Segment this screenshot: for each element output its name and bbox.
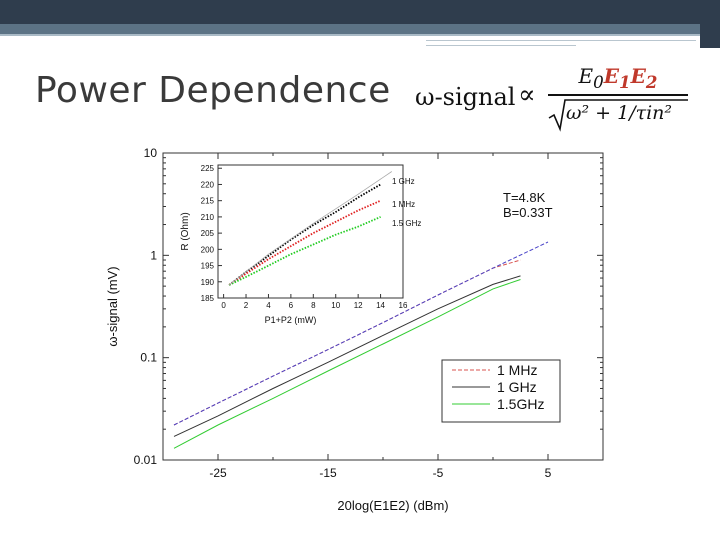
main-x-tick-label: -25 — [209, 466, 227, 480]
main-x-tick-label: -15 — [319, 466, 337, 480]
inset-y-axis-label: R (Ohm) — [180, 212, 191, 250]
inset-x-tick-label: 8 — [311, 301, 316, 310]
main-series-line-2 — [173, 279, 521, 449]
inset-x-tick-label: 0 — [221, 301, 226, 310]
inset-y-tick-label: 185 — [201, 294, 215, 303]
inset-x-tick-label: 6 — [289, 301, 294, 310]
main-x-tick-label: 5 — [545, 466, 552, 480]
top-decor-line — [0, 34, 720, 36]
main-y-tick-label: 10 — [144, 146, 158, 160]
inset-x-tick-label: 12 — [354, 301, 363, 310]
main-legend-label: 1.5GHz — [497, 396, 544, 412]
inset-y-tick-label: 225 — [201, 164, 215, 173]
corner-decor-block — [700, 0, 720, 48]
inset-y-tick-label: 190 — [201, 278, 215, 287]
inset-y-tick-label: 200 — [201, 245, 215, 254]
inset-series-label: 1.5 GHz — [392, 219, 421, 228]
numer-e2: E — [630, 64, 646, 88]
inset-y-tick-label: 215 — [201, 197, 215, 206]
formula-denominator: ω² + 1/τin² — [548, 98, 688, 132]
main-annotation-text: T=4.8K — [503, 190, 546, 205]
numer-e0: E — [578, 64, 594, 88]
inset-y-tick-label: 195 — [201, 262, 215, 271]
inset-y-tick-label: 205 — [201, 229, 215, 238]
inset-x-tick-label: 10 — [331, 301, 340, 310]
main-y-tick-label: 0.01 — [134, 453, 158, 467]
formula-lhs: ω-signal — [415, 83, 516, 111]
top-decor-band — [0, 0, 720, 24]
fraction-bar — [548, 94, 688, 96]
formula-proportional: ∝ — [518, 80, 536, 110]
inset-plot-frame — [217, 164, 404, 299]
formula-numerator: E0E1E2 — [548, 64, 688, 92]
inset-series-line-2 — [228, 216, 381, 286]
main-y-tick-label: 1 — [150, 248, 157, 262]
inset-series-label: 1 MHz — [392, 200, 415, 209]
inset-series-label: 1 GHz — [392, 177, 415, 186]
main-y-tick-label: 0.1 — [140, 351, 157, 365]
numer-e1-sub: 1 — [619, 72, 631, 92]
slide-title: Power Dependence — [35, 70, 391, 111]
inset-x-tick-label: 4 — [266, 301, 271, 310]
main-legend-label: 1 GHz — [497, 379, 537, 395]
numer-e2-sub: 2 — [645, 72, 658, 92]
inset-x-axis-label: P1+P2 (mW) — [265, 315, 317, 325]
inset-x-tick-label: 14 — [376, 301, 385, 310]
sqrt-sign-icon — [548, 99, 688, 132]
inset-y-tick-label: 220 — [201, 180, 215, 189]
main-x-axis-label: 20log(E1E2) (dBm) — [337, 498, 448, 513]
inset-x-tick-label: 2 — [244, 301, 249, 310]
inset-series-line-1 — [228, 199, 381, 286]
inset-y-tick-label: 210 — [201, 213, 215, 222]
formula-fraction: E0E1E2 ω² + 1/τin² — [548, 60, 688, 134]
main-x-tick-label: -5 — [433, 466, 444, 480]
main-series-line-1 — [173, 275, 521, 437]
inset-x-tick-label: 16 — [399, 301, 408, 310]
inset-series-line-3 — [228, 171, 393, 286]
main-series-line-3 — [173, 241, 549, 426]
accent-line-short — [426, 45, 576, 46]
main-y-axis-label: ω-signal (mV) — [105, 266, 120, 346]
numer-e0-sub: 0 — [593, 73, 604, 92]
denominator-text: ω² + 1/τin² — [566, 102, 673, 124]
main-legend-label: 1 MHz — [497, 362, 537, 378]
main-annotation-text: B=0.33T — [503, 205, 553, 220]
top-decor-strip — [0, 24, 720, 34]
accent-line — [426, 40, 696, 41]
numer-e1: E — [603, 64, 620, 88]
